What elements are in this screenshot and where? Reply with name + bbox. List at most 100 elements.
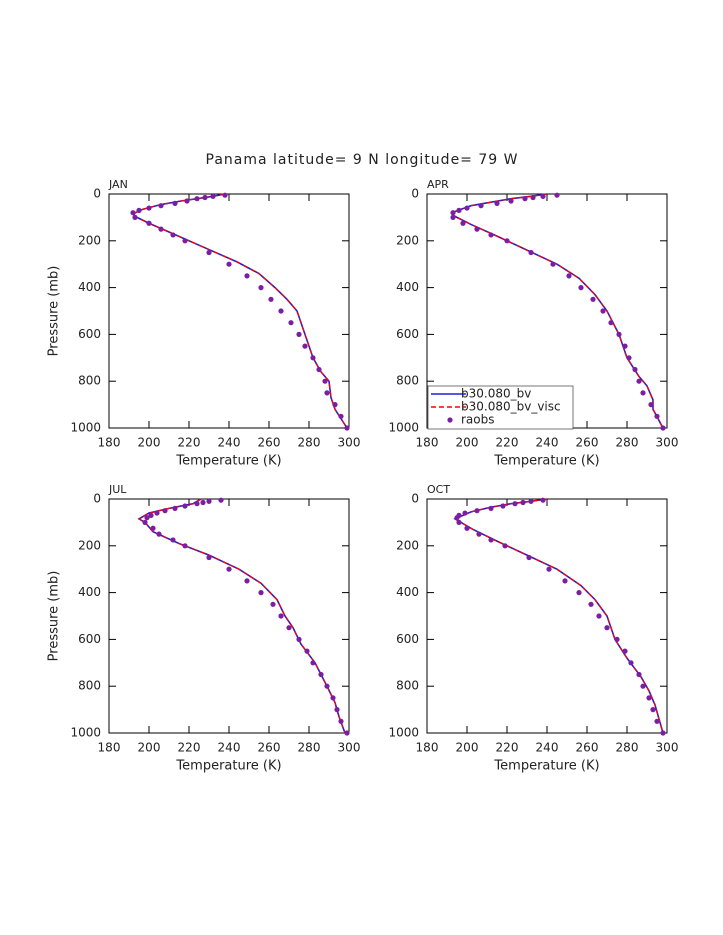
profile-line [453, 498, 664, 734]
x-tick-label: 260 [258, 741, 281, 755]
raob-point [310, 660, 316, 666]
x-tick-label: 280 [616, 741, 639, 755]
x-tick-label: 180 [98, 436, 121, 450]
raob-point [226, 261, 232, 267]
y-tick-label: 0 [93, 492, 101, 506]
raob-point [550, 261, 556, 267]
y-tick-label: 400 [78, 280, 101, 294]
raob-point [600, 308, 606, 314]
raob-point [146, 220, 152, 226]
raob-point [310, 355, 316, 361]
x-tick-label: 300 [338, 436, 361, 450]
x-tick-label: 180 [416, 436, 439, 450]
legend-label: b30.080_bv_visc [461, 400, 561, 414]
raob-point [450, 214, 456, 220]
raob-point [270, 601, 276, 607]
raob-point [604, 625, 610, 631]
raob-point [508, 198, 514, 204]
raob-point [156, 531, 162, 537]
y-tick-label: 400 [396, 280, 419, 294]
raob-point [636, 671, 642, 678]
raob-point [158, 226, 164, 232]
raob-point [172, 200, 178, 206]
raob-point [334, 707, 340, 713]
raob-point [500, 503, 506, 509]
raob-point [268, 296, 274, 302]
raob-point [526, 554, 532, 561]
raob-point [244, 273, 250, 279]
x-tick-label: 280 [298, 741, 321, 755]
raob-point [222, 192, 228, 198]
raob-point [330, 695, 336, 701]
y-tick-label: 0 [411, 492, 419, 506]
y-tick-label: 200 [78, 538, 101, 552]
profile-line [137, 498, 346, 734]
x-tick-label: 200 [138, 741, 161, 755]
raob-point [590, 296, 596, 302]
raob-point [528, 249, 534, 256]
plot-frame [108, 193, 350, 429]
raob-point [210, 193, 216, 199]
y-tick-label: 1000 [388, 421, 419, 435]
raob-point [626, 355, 632, 361]
raob-point [148, 512, 154, 518]
raob-point [158, 203, 164, 209]
raob-point [474, 226, 480, 232]
x-tick-label: 280 [298, 436, 321, 450]
raob-point [476, 531, 482, 537]
legend-box [427, 385, 574, 430]
raob-point [244, 578, 250, 584]
y-axis-label: Pressure (mb) [47, 266, 62, 357]
x-tick-label: 200 [456, 741, 479, 755]
y-tick-label: 0 [411, 187, 419, 201]
x-tick-label: 220 [178, 436, 201, 450]
raob-point [278, 613, 284, 619]
y-tick-label: 200 [78, 233, 101, 247]
raob-point [464, 205, 470, 211]
x-tick-label: 200 [456, 436, 479, 450]
raob-point [296, 636, 302, 643]
raob-point [296, 331, 302, 337]
raob-point [316, 366, 322, 373]
raob-point [194, 196, 200, 202]
raob-point [608, 320, 614, 326]
x-tick-label: 220 [496, 436, 519, 450]
profile-line [131, 193, 348, 429]
raob-point [206, 554, 212, 561]
y-tick-label: 200 [396, 538, 419, 552]
raob-point [474, 508, 480, 514]
raob-point [646, 695, 652, 701]
x-tick-label: 300 [656, 436, 679, 450]
x-tick-label: 220 [496, 741, 519, 755]
raob-point [654, 718, 660, 724]
x-axis-label: Temperature (K) [493, 759, 599, 774]
raob-point [462, 510, 468, 516]
raob-point [200, 499, 206, 506]
raob-point [206, 498, 212, 504]
raob-point [562, 578, 568, 584]
raob-point [344, 425, 350, 431]
y-tick-label: 1000 [70, 421, 101, 435]
raob-point [464, 525, 470, 531]
y-tick-label: 800 [396, 374, 419, 388]
x-tick-label: 260 [258, 436, 281, 450]
x-tick-label: 260 [576, 741, 599, 755]
raob-point [648, 402, 654, 408]
x-axis-label: Temperature (K) [175, 759, 281, 774]
raob-point [488, 232, 494, 238]
profile-line [453, 498, 664, 734]
raob-point [478, 203, 484, 209]
raob-point [288, 320, 294, 326]
x-tick-label: 240 [536, 741, 559, 755]
plot-frame [108, 498, 350, 734]
plot-frame [426, 498, 668, 734]
raob-point [206, 249, 212, 256]
y-tick-label: 800 [396, 679, 419, 693]
y-tick-label: 600 [396, 632, 419, 646]
y-axis-label: Pressure (mb) [47, 571, 62, 662]
raob-point [502, 543, 508, 549]
y-tick-label: 800 [78, 679, 101, 693]
raob-point [660, 730, 666, 736]
raob-point [170, 537, 176, 543]
raob-point [322, 378, 328, 384]
